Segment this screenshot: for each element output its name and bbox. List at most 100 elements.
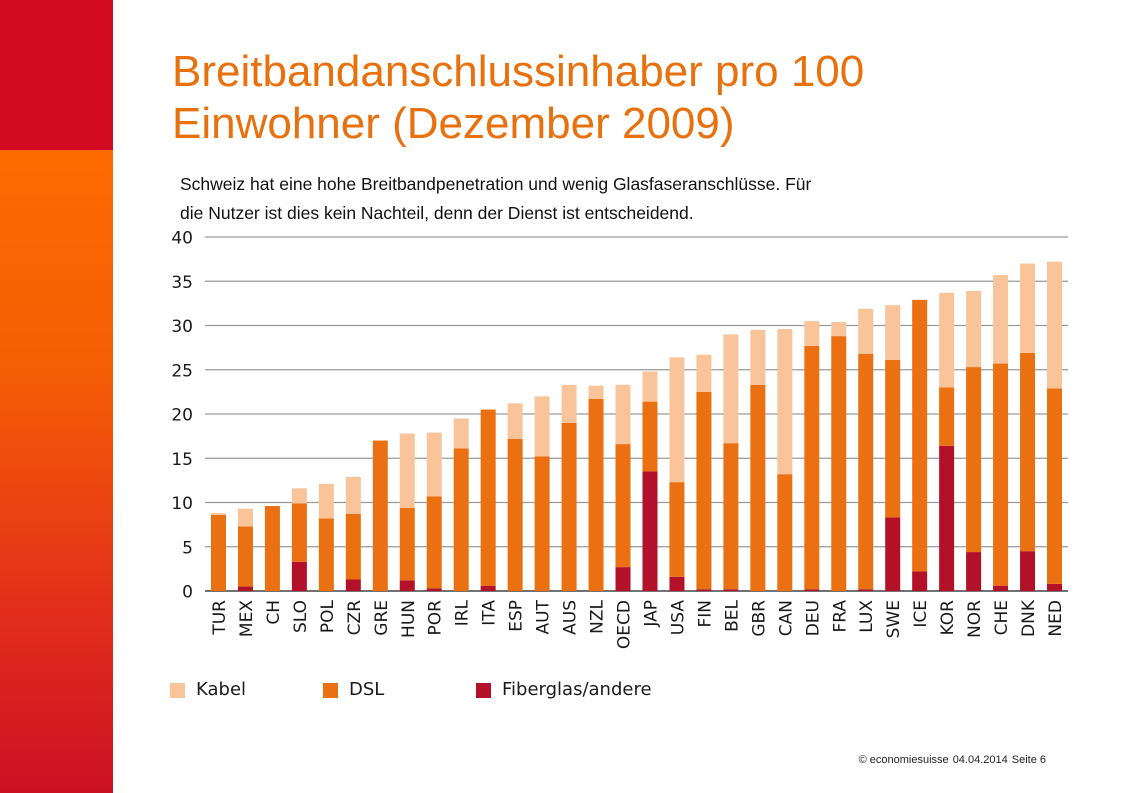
bar-kabel-tur	[210, 513, 226, 515]
x-tick-label-che: CHE	[992, 600, 1012, 635]
bar-dsl-nor	[966, 367, 982, 553]
x-tick-label-usa: USA	[668, 600, 688, 636]
bar-fiberglas-andere-mex	[237, 586, 253, 591]
x-tick-label-fin: FIN	[695, 600, 715, 628]
legend-label-kabel: Kabel	[196, 679, 247, 700]
x-tick-label-esp: ESP	[507, 600, 527, 632]
bar-dsl-oecd	[615, 444, 631, 568]
x-tick-label-aut: AUT	[534, 599, 554, 634]
bar-fiberglas-andere-oecd	[615, 567, 631, 591]
y-tick-label: 5	[182, 538, 193, 558]
bar-kabel-oecd	[615, 384, 631, 445]
bar-dsl-fin	[696, 391, 712, 590]
x-tick-label-pol: POL	[318, 599, 338, 633]
legend-swatch-kabel	[170, 683, 185, 698]
bar-dsl-mex	[237, 526, 253, 587]
bar-dsl-bel	[723, 443, 739, 590]
bar-kabel-swe	[885, 305, 901, 361]
bar-kabel-gbr	[750, 329, 766, 385]
bar-dsl-esp	[507, 438, 523, 591]
y-tick-label: 15	[171, 450, 193, 470]
bar-kabel-irl	[453, 418, 469, 449]
x-tick-label-oecd: OECD	[615, 600, 635, 649]
bar-dsl-tur	[210, 514, 226, 591]
bar-kabel-esp	[507, 403, 523, 439]
x-tick-label-slo: SLO	[291, 600, 311, 633]
bar-kabel-nzl	[588, 385, 604, 399]
legend-swatch-fiberglas	[476, 683, 491, 698]
footer-page: Seite 6	[1011, 754, 1046, 766]
subtitle-line-1: Schweiz hat eine hohe Breitbandpenetrati…	[180, 174, 812, 194]
subtitle-line-2: die Nutzer ist dies kein Nachteil, denn …	[180, 203, 694, 223]
x-tick-label-aus: AUS	[561, 600, 581, 635]
bar-fiberglas-andere-ned	[1047, 583, 1063, 591]
bar-dsl-jap	[642, 401, 658, 472]
x-tick-label-ned: NED	[1046, 600, 1066, 637]
x-tick-label-bel: BEL	[722, 599, 742, 631]
bar-fiberglas-andere-ita	[480, 585, 496, 591]
legend-label-dsl: DSL	[349, 679, 385, 700]
bar-fiberglas-andere-ice	[912, 571, 928, 591]
bar-dsl-aus	[561, 422, 577, 591]
x-tick-label-irl: IRL	[453, 599, 473, 626]
x-tick-label-ch: CH	[264, 600, 284, 625]
bar-fiberglas-andere-czr	[345, 579, 361, 591]
bar-dsl-pol	[318, 518, 334, 591]
x-tick-label-nzl: NZL	[588, 599, 608, 633]
bar-fiberglas-andere-usa	[669, 576, 685, 591]
bar-dsl-deu	[804, 345, 820, 590]
bar-dsl-hun	[399, 507, 415, 581]
bar-fiberglas-andere-deu	[804, 589, 820, 591]
bar-dsl-gbr	[750, 384, 766, 591]
bar-kabel-por	[426, 432, 442, 497]
bar-fiberglas-andere-nor	[966, 552, 982, 591]
bar-kabel-czr	[345, 476, 361, 515]
bar-kabel-hun	[399, 433, 415, 508]
bar-kabel-fin	[696, 354, 712, 392]
y-tick-label: 35	[171, 273, 193, 293]
x-tick-label-por: POR	[426, 600, 446, 636]
bar-fiberglas-andere-dnk	[1020, 551, 1036, 591]
bar-kabel-usa	[669, 357, 685, 483]
bar-kabel-aus	[561, 384, 577, 423]
x-tick-label-deu: DEU	[803, 600, 823, 636]
bar-dsl-ned	[1047, 388, 1063, 584]
bar-fiberglas-andere-fin	[696, 589, 712, 591]
page-title: Breitbandanschlussinhaber pro 100 Einwoh…	[172, 46, 1072, 150]
footer: © economiesuisse 04.04.2014 Seite 6	[855, 754, 1046, 766]
bar-dsl-swe	[885, 360, 901, 518]
bar-dsl-lux	[858, 353, 874, 590]
x-tick-label-dnk: DNK	[1019, 599, 1039, 637]
bar-kabel-che	[993, 275, 1009, 364]
title-line-2: Einwohner (Dezember 2009)	[172, 99, 735, 148]
x-tick-label-czr: CZR	[345, 600, 365, 636]
x-tick-label-fra: FRA	[830, 600, 850, 633]
bar-fiberglas-andere-jap	[642, 471, 658, 591]
x-tick-label-gbr: GBR	[749, 600, 769, 637]
bar-kabel-mex	[237, 508, 253, 527]
bar-kabel-bel	[723, 334, 739, 444]
bar-kabel-fra	[831, 321, 847, 337]
y-tick-label: 10	[171, 494, 193, 514]
bar-dsl-ice	[912, 299, 928, 572]
bar-kabel-kor	[939, 292, 955, 388]
bar-kabel-aut	[534, 396, 550, 457]
x-tick-label-mex: MEX	[237, 600, 257, 637]
bar-dsl-aut	[534, 456, 550, 591]
bar-kabel-lux	[858, 308, 874, 354]
bar-dsl-can	[777, 474, 793, 591]
bar-kabel-dnk	[1020, 263, 1036, 353]
bar-dsl-nzl	[588, 398, 604, 591]
x-tick-label-swe: SWE	[884, 600, 904, 638]
bar-kabel-jap	[642, 371, 658, 402]
bar-fiberglas-andere-swe	[885, 517, 901, 591]
bar-kabel-pol	[318, 483, 334, 519]
x-tick-label-ita: ITA	[480, 600, 500, 626]
x-tick-label-gre: GRE	[372, 600, 392, 636]
footer-date: 04.04.2014	[952, 754, 1008, 766]
y-tick-label: 25	[171, 361, 193, 381]
bar-fiberglas-andere-por	[426, 588, 442, 591]
sidebar-orange-gradient	[0, 150, 113, 793]
sidebar-decoration	[0, 0, 113, 793]
bar-fiberglas-andere-slo	[291, 561, 307, 591]
